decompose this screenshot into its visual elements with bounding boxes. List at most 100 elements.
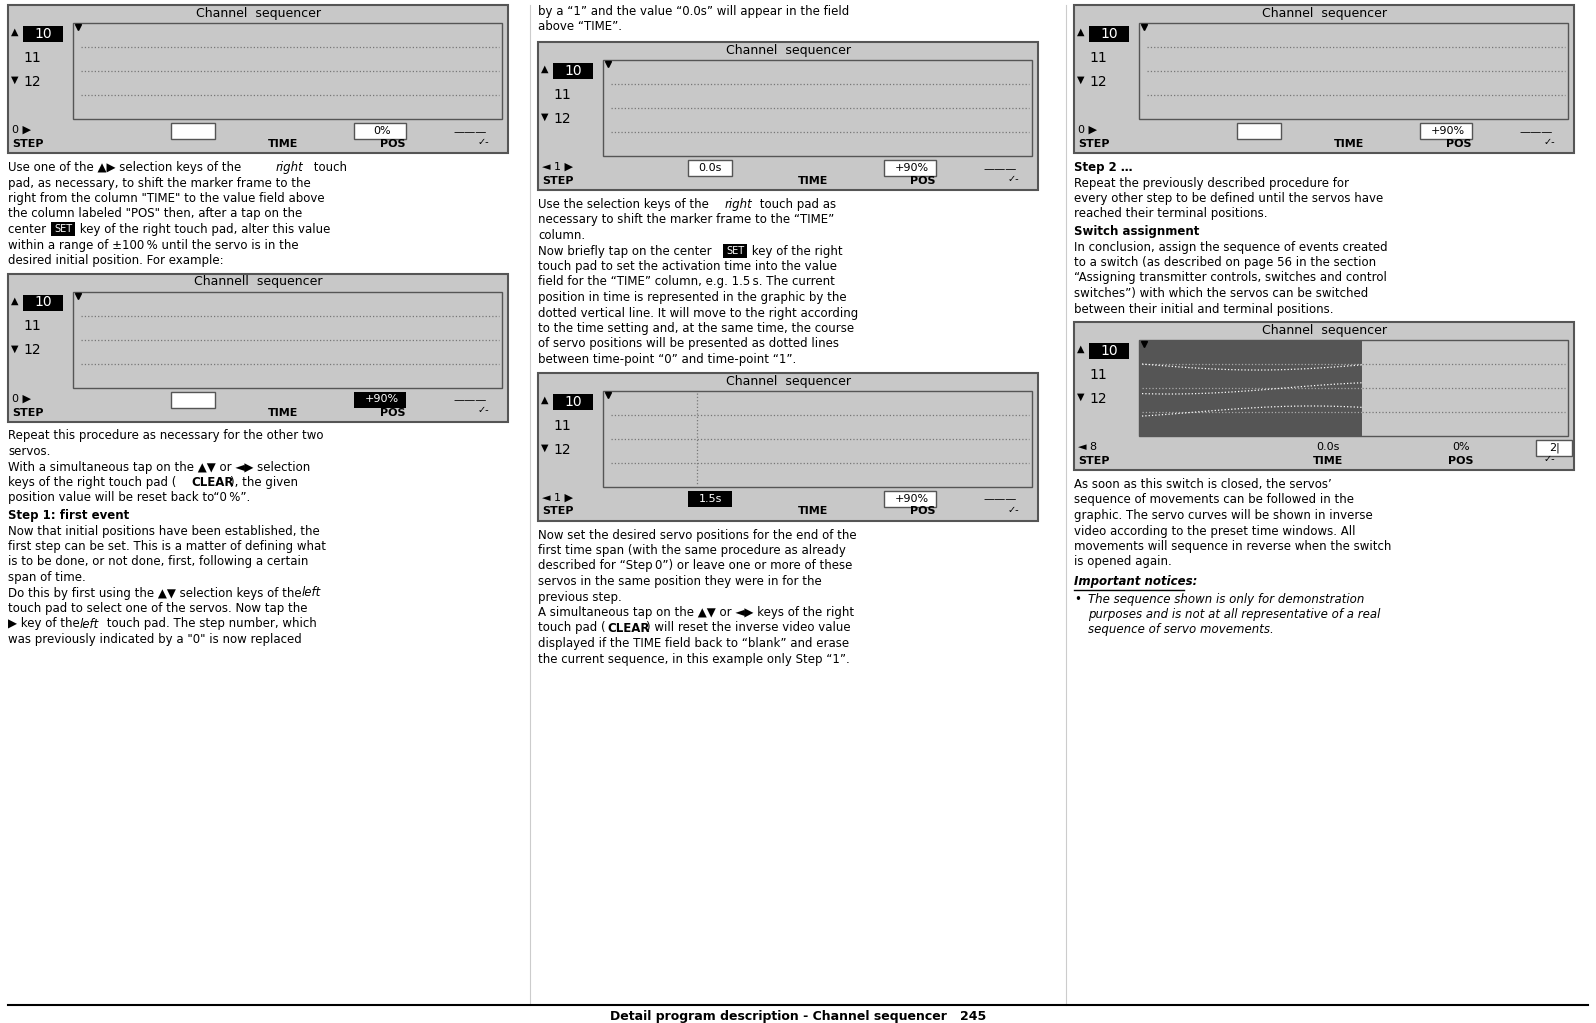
Text: touch pad to set the activation time into the value: touch pad to set the activation time int…	[538, 260, 836, 273]
Text: ▼: ▼	[1077, 75, 1085, 85]
Text: 12: 12	[22, 75, 40, 89]
Text: STEP: STEP	[13, 139, 43, 149]
Text: column.: column.	[538, 229, 586, 242]
Bar	[1237, 123, 1282, 139]
Text: Switch assignment: Switch assignment	[1074, 225, 1199, 238]
Text: POS: POS	[380, 407, 405, 417]
Text: Channel  sequencer: Channel sequencer	[726, 374, 851, 388]
Text: ◄ 1 ▶: ◄ 1 ▶	[543, 162, 573, 172]
Text: ✓-: ✓-	[477, 405, 490, 415]
Text: As soon as this switch is closed, the servos’: As soon as this switch is closed, the se…	[1074, 478, 1331, 491]
Text: desired initial position. For example:: desired initial position. For example:	[8, 254, 223, 267]
Text: right: right	[276, 161, 303, 174]
Text: 11: 11	[22, 51, 41, 65]
Text: ▼: ▼	[1077, 392, 1085, 402]
Text: touch: touch	[310, 161, 346, 174]
Text: +90%: +90%	[895, 493, 929, 503]
Text: Channel  sequencer: Channel sequencer	[1261, 7, 1387, 20]
Text: ———: ———	[983, 164, 1017, 174]
Text: 0.0s: 0.0s	[1317, 442, 1339, 452]
Text: ▲: ▲	[541, 395, 549, 404]
Text: STEP: STEP	[13, 407, 43, 417]
Text: left: left	[80, 618, 99, 630]
Text: Do this by first using the ▲▼ selection keys of the: Do this by first using the ▲▼ selection …	[8, 586, 305, 599]
Text: right from the column "TIME" to the value field above: right from the column "TIME" to the valu…	[8, 192, 324, 205]
Text: ▼: ▼	[541, 443, 549, 452]
Text: ▼: ▼	[11, 75, 19, 85]
Text: Now briefly tap on the center: Now briefly tap on the center	[538, 244, 715, 258]
Text: STEP: STEP	[543, 506, 573, 517]
Text: the current sequence, in this example only Step “1”.: the current sequence, in this example on…	[538, 653, 849, 666]
Text: Use one of the ▲▶ selection keys of the: Use one of the ▲▶ selection keys of the	[8, 161, 246, 174]
Text: STEP: STEP	[543, 176, 573, 186]
Text: 11: 11	[552, 88, 571, 102]
Text: +90%: +90%	[365, 395, 399, 404]
Text: graphic. The servo curves will be shown in inverse: graphic. The servo curves will be shown …	[1074, 509, 1373, 522]
Text: servos in the same position they were in for the: servos in the same position they were in…	[538, 575, 822, 588]
Text: pad, as necessary, to shift the marker frame to the: pad, as necessary, to shift the marker f…	[8, 177, 311, 189]
Text: Repeat the previously described procedure for: Repeat the previously described procedur…	[1074, 177, 1349, 189]
Text: SET: SET	[54, 224, 72, 234]
Text: 2|: 2|	[1548, 443, 1559, 453]
Text: 11: 11	[22, 319, 41, 333]
Bar	[1140, 23, 1567, 119]
Bar	[22, 26, 62, 42]
Text: CLEAR: CLEAR	[606, 622, 650, 634]
Text: TIME: TIME	[268, 139, 298, 149]
Bar	[884, 490, 935, 506]
Text: Channel  sequencer: Channel sequencer	[195, 7, 321, 20]
Bar	[1074, 322, 1574, 470]
Text: In conclusion, assign the sequence of events created: In conclusion, assign the sequence of ev…	[1074, 240, 1387, 254]
Text: key of the right: key of the right	[749, 244, 843, 258]
Text: was previously indicated by a "0" is now replaced: was previously indicated by a "0" is now…	[8, 633, 302, 646]
Text: ✓-: ✓-	[1543, 137, 1556, 147]
Text: 10: 10	[34, 296, 51, 310]
Text: POS: POS	[910, 506, 935, 517]
Text: between time-point “0” and time-point “1”.: between time-point “0” and time-point “1…	[538, 353, 796, 366]
Text: 12: 12	[1088, 75, 1106, 89]
Text: touch pad to select one of the servos. Now tap the: touch pad to select one of the servos. N…	[8, 602, 308, 615]
Text: necessary to shift the marker frame to the “TIME”: necessary to shift the marker frame to t…	[538, 214, 835, 226]
Text: ———: ———	[453, 396, 487, 405]
Text: keys of the right touch pad (: keys of the right touch pad (	[8, 476, 177, 489]
Text: 12: 12	[552, 112, 571, 126]
Text: dotted vertical line. It will move to the right according: dotted vertical line. It will move to th…	[538, 307, 859, 319]
Text: 0 ▶: 0 ▶	[1077, 125, 1096, 135]
Text: ▼: ▼	[541, 112, 549, 122]
Bar	[73, 23, 503, 119]
Text: by a “1” and the value “0.0s” will appear in the field: by a “1” and the value “0.0s” will appea…	[538, 5, 849, 18]
Bar	[723, 243, 747, 258]
Text: servos.: servos.	[8, 445, 51, 458]
Text: POS: POS	[910, 176, 935, 186]
Bar	[354, 392, 405, 407]
Bar	[171, 392, 215, 407]
Text: Important notices:: Important notices:	[1074, 575, 1197, 588]
Text: within a range of ±100 % until the servo is in the: within a range of ±100 % until the servo…	[8, 238, 298, 252]
Text: Channel  sequencer: Channel sequencer	[1261, 324, 1387, 337]
Text: ✓-: ✓-	[1009, 174, 1020, 184]
Text: SET: SET	[726, 246, 744, 256]
Text: reached their terminal positions.: reached their terminal positions.	[1074, 208, 1267, 221]
Text: ▶ key of the: ▶ key of the	[8, 618, 83, 630]
Text: ◄ 8: ◄ 8	[1077, 442, 1096, 452]
Text: sequence of servo movements.: sequence of servo movements.	[1088, 623, 1274, 636]
Text: Now set the desired servo positions for the end of the: Now set the desired servo positions for …	[538, 529, 857, 541]
Text: TIME: TIME	[1334, 139, 1365, 149]
Text: the column labeled "POS" then, after a tap on the: the column labeled "POS" then, after a t…	[8, 208, 302, 221]
Text: ✓-: ✓-	[1009, 504, 1020, 515]
Text: STEP: STEP	[1077, 139, 1109, 149]
Text: touch pad. The step number, which: touch pad. The step number, which	[104, 618, 316, 630]
Text: first step can be set. This is a matter of defining what: first step can be set. This is a matter …	[8, 540, 326, 553]
Text: ———: ———	[1519, 127, 1553, 137]
Text: Now that initial positions have been established, the: Now that initial positions have been est…	[8, 525, 319, 537]
Text: video according to the preset time windows. All: video according to the preset time windo…	[1074, 525, 1355, 537]
Text: ▲: ▲	[1077, 27, 1085, 37]
Text: left: left	[302, 586, 321, 599]
Text: every other step to be defined until the servos have: every other step to be defined until the…	[1074, 192, 1384, 205]
Text: ▼: ▼	[11, 344, 19, 354]
Text: +90%: +90%	[895, 163, 929, 173]
Text: 10: 10	[1100, 344, 1117, 358]
Text: 0.0s: 0.0s	[699, 163, 721, 173]
Text: STEP: STEP	[1077, 456, 1109, 466]
Bar	[8, 273, 508, 421]
